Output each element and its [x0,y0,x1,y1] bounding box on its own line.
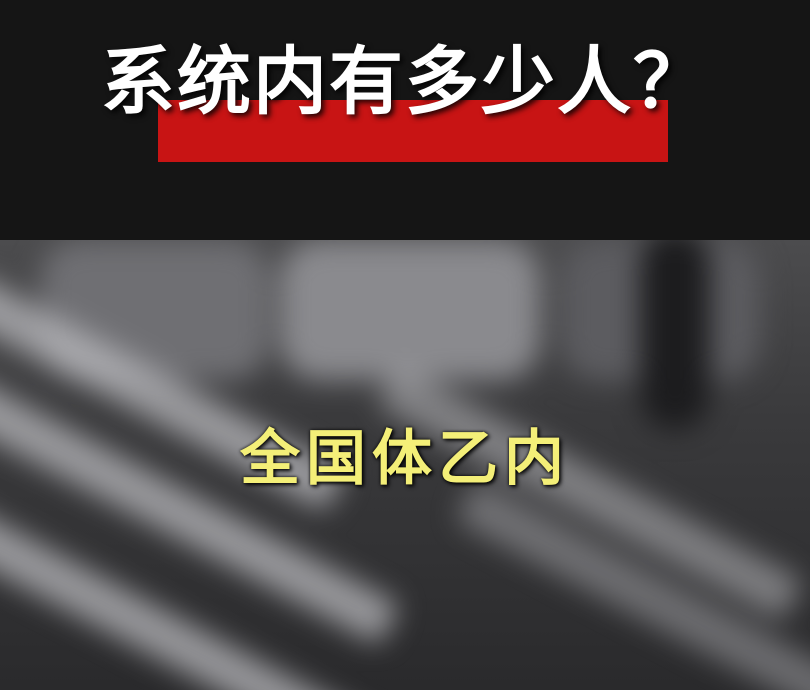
headline-text: 系统内有多少人？ [101,39,709,125]
street-crossing-photo: 全国体乙内 [0,240,810,690]
subtitle-caption: 全国体乙内 [240,424,570,494]
blurred-background [0,240,810,690]
blurred-pedestrian-dark [640,240,710,430]
blurred-pedestrians [280,240,540,380]
headline-highlight-bar [158,100,668,162]
